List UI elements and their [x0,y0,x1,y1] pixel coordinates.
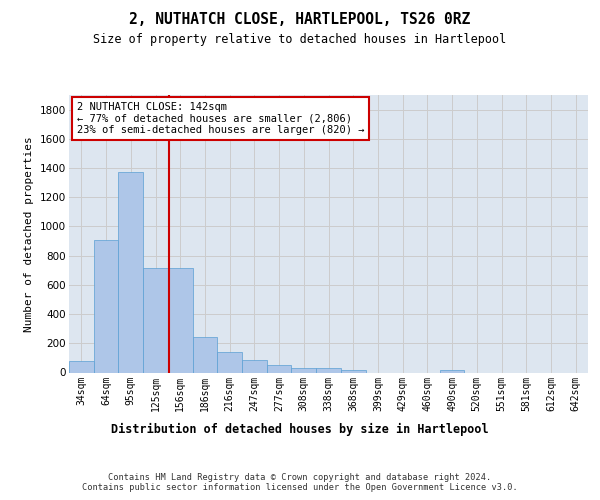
Bar [168,268,193,372]
Text: 2, NUTHATCH CLOSE, HARTLEPOOL, TS26 0RZ: 2, NUTHATCH CLOSE, HARTLEPOOL, TS26 0RZ [130,12,470,28]
Bar [292,368,316,372]
Bar [267,365,292,372]
Bar [118,172,143,372]
Text: 2 NUTHATCH CLOSE: 142sqm
← 77% of detached houses are smaller (2,806)
23% of sem: 2 NUTHATCH CLOSE: 142sqm ← 77% of detach… [77,102,364,135]
Text: Size of property relative to detached houses in Hartlepool: Size of property relative to detached ho… [94,32,506,46]
Bar [242,360,267,372]
Bar [316,368,341,372]
Bar [94,240,118,372]
Bar [69,360,94,372]
Y-axis label: Number of detached properties: Number of detached properties [25,136,34,332]
Text: Contains HM Land Registry data © Crown copyright and database right 2024.
Contai: Contains HM Land Registry data © Crown c… [82,472,518,492]
Bar [217,352,242,372]
Bar [440,370,464,372]
Bar [341,370,365,372]
Bar [193,336,217,372]
Bar [143,268,168,372]
Text: Distribution of detached houses by size in Hartlepool: Distribution of detached houses by size … [111,422,489,436]
